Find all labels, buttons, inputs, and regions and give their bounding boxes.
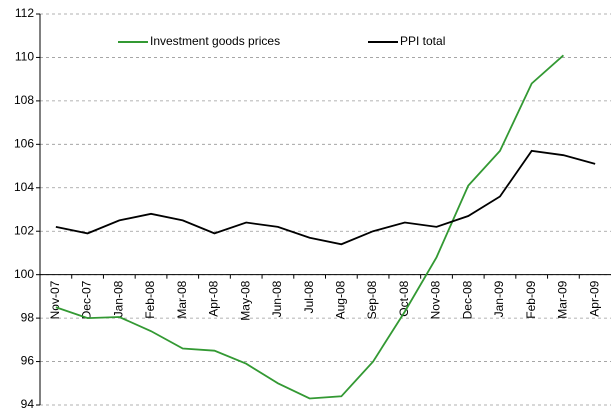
legend-label: Investment goods prices (150, 34, 280, 48)
x-tick-label: Dec-07 (80, 280, 94, 319)
y-tick-label: 108 (14, 93, 34, 107)
y-tick-label: 100 (14, 267, 34, 281)
series-line (55, 149, 596, 246)
x-tick-label: Nov-07 (48, 280, 62, 319)
x-tick-label: Nov-08 (429, 280, 443, 319)
y-tick-label: 94 (21, 397, 35, 410)
x-tick-label: Dec-08 (460, 280, 474, 319)
y-tick-label: 98 (21, 310, 35, 324)
x-tick-label: Feb-08 (143, 280, 157, 318)
series-line (55, 54, 565, 400)
y-tick-label: 110 (15, 50, 34, 64)
x-tick-label: May-08 (238, 280, 252, 320)
x-tick-label: Apr-08 (207, 280, 221, 316)
x-tick-label: Jun-08 (270, 280, 284, 317)
x-tick-label: Mar-08 (175, 280, 189, 318)
x-tick-label: Aug-08 (334, 280, 348, 319)
y-tick-label: 112 (15, 6, 34, 20)
y-tick-label: 104 (14, 180, 34, 194)
x-tick-label: Feb-09 (524, 280, 538, 318)
y-tick-label: 106 (14, 137, 34, 151)
x-tick-label: Jan-08 (111, 280, 125, 317)
y-tick-label: 96 (21, 354, 35, 368)
x-tick-label: Jan-09 (492, 280, 506, 317)
x-tick-label: Jul-08 (302, 280, 316, 313)
legend-label: PPI total (400, 34, 445, 48)
x-tick-label: Mar-09 (556, 280, 570, 318)
y-tick-label: 102 (14, 223, 34, 237)
x-tick-label: Sep-08 (365, 280, 379, 319)
x-tick-label: Apr-09 (587, 280, 601, 316)
